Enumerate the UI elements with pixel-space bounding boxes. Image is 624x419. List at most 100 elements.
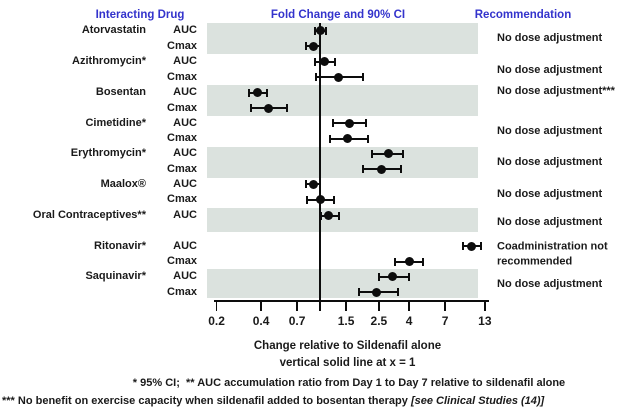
ci-cap-low [305, 42, 308, 50]
metric-label: AUC [173, 270, 197, 282]
point-estimate-dot [343, 134, 353, 143]
ci-cap-high [364, 119, 367, 127]
ci-cap-low [332, 119, 335, 127]
group-band [207, 269, 478, 298]
metric-label: AUC [173, 239, 197, 252]
ci-cap-low [358, 288, 361, 296]
metric-label: AUC [173, 55, 197, 67]
point-estimate-dot [324, 211, 334, 220]
recommendation-label: No dose adjustment [497, 63, 603, 76]
x-axis-tick-label: 4 [405, 314, 413, 328]
x-axis-tick [319, 301, 321, 311]
metric-label: AUC [173, 209, 197, 221]
x-axis-title: Change relative to Sildenafil alone [253, 340, 442, 352]
point-estimate-dot [315, 26, 325, 35]
x-axis-tick [296, 301, 298, 311]
point-estimate-dot [315, 195, 325, 204]
x-axis-line [214, 300, 489, 302]
metric-label: AUC [173, 24, 197, 36]
ci-cap-low [247, 88, 250, 97]
recommendation-label: No dose adjustment [497, 31, 603, 44]
ci-cap-high [366, 134, 369, 143]
recommendation-label: No dose adjustment*** [497, 84, 615, 97]
ci-cap-high [479, 242, 482, 250]
drug-name-label: Atorvastatin [81, 24, 146, 36]
ci-cap-high [319, 42, 321, 50]
drug-name-label: Ritonavir* [94, 239, 146, 252]
metric-label: Cmax [167, 101, 197, 114]
point-estimate-dot [388, 272, 398, 281]
drug-name-label: Bosentan [95, 86, 146, 98]
ci-cap-low [320, 211, 323, 220]
group-band [207, 22, 478, 54]
metric-label: Cmax [167, 132, 197, 144]
x-axis-tick [345, 301, 347, 311]
ci-cap-low [393, 257, 396, 266]
x-axis-tick-label: 1.5 [337, 314, 355, 328]
point-estimate-dot [383, 149, 393, 158]
recommendation-label: No dose adjustment [497, 277, 603, 290]
x-axis-tick [260, 301, 262, 311]
point-estimate-dot [333, 72, 343, 82]
metric-label: Cmax [167, 162, 197, 175]
x-axis-tick-label: 0.7 [288, 314, 306, 328]
drug-name-label: Erythromycin* [70, 147, 146, 159]
ci-cap-high [422, 257, 425, 266]
recommendation-label: No dose adjustment [497, 215, 603, 228]
metric-label: Cmax [167, 70, 197, 83]
point-estimate-dot [253, 88, 263, 97]
point-estimate-dot [466, 241, 476, 251]
ci-cap-low [370, 149, 373, 158]
ci-cap-high [333, 57, 336, 66]
footnote-clinical-studies-reference: [see Clinical Studies (14)] [410, 395, 545, 407]
point-estimate-dot [320, 57, 330, 66]
drug-name-label: Cimetidine* [85, 116, 146, 129]
x-axis-tick-label: 0.4 [252, 314, 270, 328]
ci-cap-high [337, 211, 340, 220]
ci-cap-low [249, 104, 252, 112]
group-band [207, 207, 478, 232]
metric-label: AUC [173, 177, 197, 190]
vertical-line-note: vertical solid line at x = 1 [279, 357, 416, 369]
drug-name-label: Saquinavir* [85, 270, 146, 282]
column-header-recommendation: Recommendation [474, 9, 572, 21]
ci-cap-high [399, 165, 402, 173]
recommendation-label: No dose adjustment [497, 124, 603, 137]
ci-cap-high [361, 73, 364, 81]
ci-cap-low [361, 165, 364, 173]
metric-label: Cmax [167, 193, 197, 205]
ci-cap-high [396, 288, 399, 296]
ci-cap-low [306, 195, 309, 204]
column-header-fold-change: Fold Change and 90% CI [270, 9, 406, 21]
ci-cap-high [319, 180, 321, 188]
metric-label: AUC [173, 86, 197, 98]
ci-cap-high [333, 195, 336, 204]
point-estimate-dot [308, 41, 318, 51]
group-band [207, 84, 478, 116]
metric-label: Cmax [167, 255, 197, 267]
x-axis-tick-label: 2.5 [370, 314, 388, 328]
ci-cap-low [305, 180, 308, 188]
group-band [207, 146, 478, 178]
point-estimate-dot [376, 164, 386, 174]
point-estimate-dot [344, 118, 354, 128]
drug-name-label: Oral Contraceptives** [32, 209, 146, 221]
point-estimate-dot [308, 179, 318, 189]
x-axis-tick [408, 301, 410, 311]
point-estimate-dot [264, 103, 274, 113]
ci-cap-high [408, 272, 411, 281]
footnote-bosentan: *** No benefit on exercise capacity when… [2, 395, 622, 407]
ci-cap-high [325, 26, 328, 35]
column-header-interacting-drug: Interacting Drug [95, 9, 185, 21]
x-axis-tick [444, 301, 446, 311]
ci-cap-low [313, 57, 316, 66]
x-axis-tick [484, 301, 486, 311]
reference-line-x1 [319, 22, 321, 300]
ci-cap-high [286, 104, 289, 112]
x-axis-tick [378, 301, 380, 311]
x-axis-tick-label: 7 [441, 314, 449, 328]
x-axis-tick-label: 13 [478, 314, 492, 328]
point-estimate-dot [404, 257, 414, 266]
footnote-asterisks: * 95% CI; ** AUC accumulation ratio from… [132, 377, 566, 389]
drug-name-label: Azithromycin* [72, 55, 146, 67]
